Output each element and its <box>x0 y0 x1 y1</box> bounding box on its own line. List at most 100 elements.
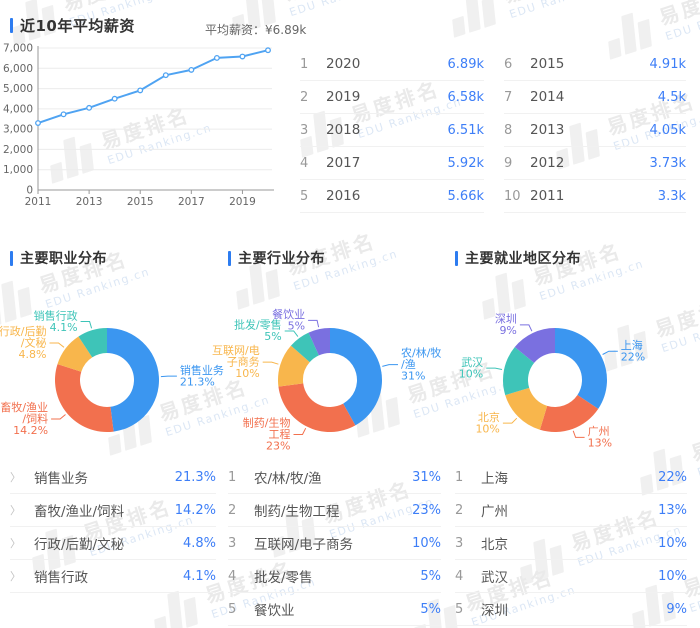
rank-label: 5 <box>455 601 464 617</box>
item-name: 互联网/电子商务 <box>254 537 354 553</box>
average-salary-value: ¥6.89k <box>265 23 307 37</box>
item-name: 上海 <box>481 471 508 487</box>
rank-label: 4 <box>455 568 464 584</box>
occupation-section-title: 主要职业分布 <box>20 251 107 267</box>
list-item: 7 2014 4.5k <box>504 81 686 114</box>
salary-ranking-list-left: 1 2020 6.89k 2 2019 6.58k 3 2018 6.51k 4 2017 5.92k… <box>300 48 484 213</box>
item-value: 21.3% <box>174 469 216 485</box>
donut-slice-label: 上海 22% <box>621 338 645 364</box>
donut-slice <box>505 387 548 430</box>
item-name: 2020 <box>326 56 361 72</box>
donut-slice-label: 武汉 10% <box>459 356 483 381</box>
item-name: 2013 <box>530 122 565 138</box>
rank-label: 1 <box>228 469 237 485</box>
region-list: 1 上海 22% 2 广州 13% 3 北京 10% 4 武汉 10% 5 深圳 9% <box>455 461 687 626</box>
item-name: 武汉 <box>481 570 508 586</box>
rank-label: 1 <box>455 469 464 485</box>
donut-slice-label: 畜牧/渔业/饲料 14.2% <box>0 400 48 437</box>
donut-slice <box>277 345 310 387</box>
list-item[interactable]: 〉行政/后勤/文秘 4.8% <box>10 527 216 560</box>
item-name: 广州 <box>481 504 508 520</box>
item-value: 6.58k <box>447 89 484 105</box>
salary-line-chart: 0 1,000 2,000 3,000 4,000 5,000 6,000 7,000 2011… <box>3 43 274 208</box>
donut-slice-label: 互联网/电子商务 10% <box>212 344 260 380</box>
rank-label: 7 <box>504 89 513 105</box>
donut-slice <box>278 383 356 433</box>
donut-slice <box>78 328 107 358</box>
donut-slice <box>539 395 599 432</box>
item-name: 2019 <box>326 89 361 105</box>
region-section-title: 主要就业地区分布 <box>465 251 581 267</box>
section-accent-bar <box>10 18 13 33</box>
svg-text:4,000: 4,000 <box>3 103 33 115</box>
occupation-section-header: 主要职业分布 <box>10 248 107 268</box>
list-item: 5 深圳 9% <box>455 593 687 626</box>
item-value: 22% <box>658 469 687 485</box>
item-value: 13% <box>658 502 687 518</box>
item-value: 14.2% <box>174 502 216 518</box>
section-accent-bar <box>228 250 231 266</box>
svg-text:0: 0 <box>26 185 33 197</box>
donut-slice <box>503 347 535 396</box>
item-value: 9% <box>666 601 687 617</box>
donut-slice-label: 行政/后勤/文秘 4.8% <box>0 324 47 361</box>
item-name: 畜牧/渔业/饲料 <box>34 504 125 520</box>
item-value: 6.89k <box>447 56 484 72</box>
salary-section-header: 近10年平均薪资 <box>10 15 135 36</box>
item-value: 5.66k <box>447 188 484 204</box>
item-name: 2011 <box>530 188 565 204</box>
rank-label: 10 <box>504 188 521 204</box>
donut-slice <box>514 328 555 363</box>
rank-label: 1 <box>300 56 309 72</box>
average-salary: 平均薪资：¥6.89k <box>205 21 306 38</box>
donut-slice <box>107 328 160 432</box>
rank-label: 4 <box>228 568 237 584</box>
donut-slice-label: 餐饮业 5% <box>272 307 305 333</box>
rank-label: 2 <box>300 89 309 105</box>
item-name: 2018 <box>326 122 361 138</box>
item-value: 4.5k <box>657 89 686 105</box>
item-name: 农/林/牧/渔 <box>254 471 322 487</box>
item-value: 5% <box>420 568 441 584</box>
list-item[interactable]: 〉销售业务 21.3% <box>10 461 216 494</box>
list-item: 4 批发/零售 5% <box>228 560 441 593</box>
rank-label: 4 <box>300 155 309 171</box>
page-title: 近10年平均薪资 <box>20 17 135 35</box>
item-name: 2017 <box>326 155 361 171</box>
item-value: 23% <box>412 502 441 518</box>
donut-slice-label: 深圳 9% <box>495 313 517 338</box>
item-value: 31% <box>412 469 441 485</box>
item-name: 行政/后勤/文秘 <box>34 537 125 553</box>
chevron-right-icon: 〉 <box>10 504 21 517</box>
svg-text:1,000: 1,000 <box>3 164 33 176</box>
rank-label: 9 <box>504 155 513 171</box>
rank-label: 2 <box>228 502 237 518</box>
donut-slice <box>57 336 93 372</box>
donut-slice-label: 广州 13% <box>588 425 612 450</box>
donut-slice-label: 农/林/牧/渔 31% <box>401 346 441 383</box>
list-item: 8 2013 4.05k <box>504 114 686 147</box>
industry-section-title: 主要行业分布 <box>238 251 325 267</box>
donut-slice-label: 销售业务 21.3% <box>180 363 224 389</box>
list-item: 2 2019 6.58k <box>300 81 484 114</box>
list-item: 3 北京 10% <box>455 527 687 560</box>
donut-slice <box>54 364 114 433</box>
svg-text:6,000: 6,000 <box>3 63 33 75</box>
region-section-header: 主要就业地区分布 <box>455 248 581 268</box>
chevron-right-icon: 〉 <box>10 537 21 550</box>
item-name: 2016 <box>326 188 361 204</box>
region-donut-chart: 上海 22% 广州 13% 北京 10% 武汉 10% 深圳 9% <box>459 313 646 450</box>
list-item: 1 2020 6.89k <box>300 48 484 81</box>
rank-label: 6 <box>504 56 513 72</box>
section-accent-bar <box>455 250 458 266</box>
donut-slice <box>308 328 330 356</box>
salary-ranking-list-right: 6 2015 4.91k 7 2014 4.5k 8 2013 4.05k 9 2012 3.73k 1… <box>504 48 686 213</box>
item-name: 北京 <box>481 537 508 553</box>
list-item: 4 武汉 10% <box>455 560 687 593</box>
list-item[interactable]: 〉销售行政 4.1% <box>10 560 216 593</box>
item-value: 4.8% <box>182 535 216 551</box>
list-item[interactable]: 〉畜牧/渔业/饲料 14.2% <box>10 494 216 527</box>
industry-donut-chart: 农/林/牧/渔 31% 制药/生物工程 23% 互联网/电子商务 10%批发/零售 5%餐饮… <box>212 307 441 452</box>
donut-slice-label: 销售行政 4.1% <box>34 308 78 334</box>
list-item: 9 2012 3.73k <box>504 147 686 180</box>
